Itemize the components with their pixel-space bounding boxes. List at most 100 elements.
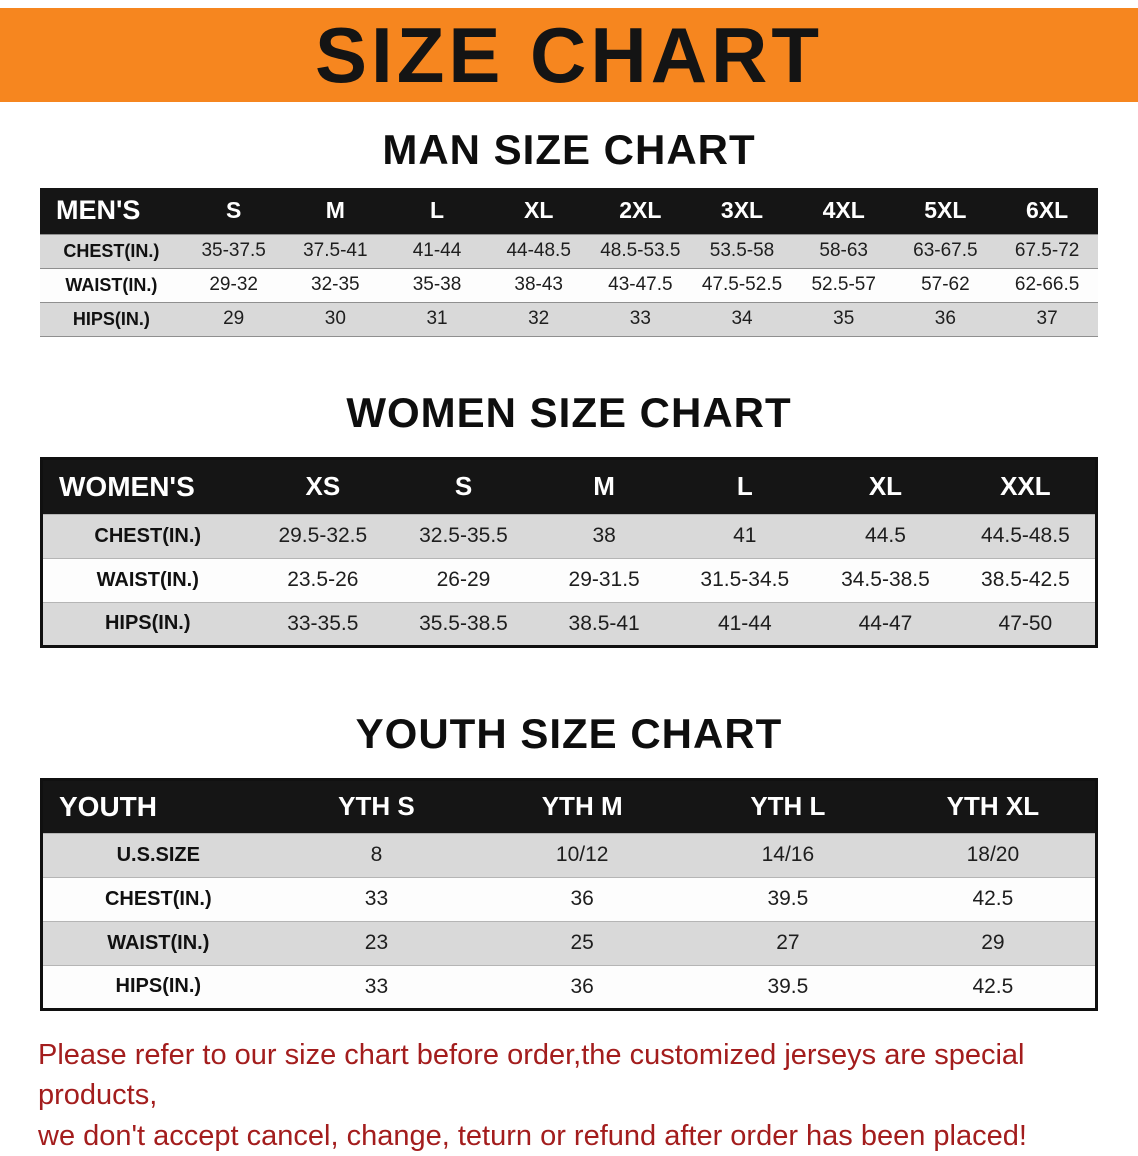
table-title-cell: WOMEN'S — [42, 458, 253, 514]
size-value: 53.5-58 — [691, 234, 793, 268]
table-title-cell: MEN'S — [40, 188, 183, 234]
size-value: 47.5-52.5 — [691, 268, 793, 302]
size-column-header: YTH M — [479, 779, 685, 833]
size-column-header: 2XL — [590, 188, 692, 234]
size-value: 29 — [891, 921, 1097, 965]
size-value: 42.5 — [891, 877, 1097, 921]
size-column-header: M — [285, 188, 387, 234]
size-value: 38.5-42.5 — [956, 558, 1097, 602]
size-column-header: S — [183, 188, 285, 234]
size-value: 34 — [691, 302, 793, 336]
youth-section-heading: YOUTH SIZE CHART — [0, 710, 1138, 758]
size-column-header: YTH S — [274, 779, 480, 833]
size-value: 32-35 — [285, 268, 387, 302]
size-value: 14/16 — [685, 833, 891, 877]
size-value: 26-29 — [393, 558, 534, 602]
size-value: 38 — [534, 514, 675, 558]
size-column-header: 5XL — [895, 188, 997, 234]
size-value: 31.5-34.5 — [674, 558, 815, 602]
row-label: CHEST(IN.) — [42, 877, 274, 921]
size-value: 36 — [479, 877, 685, 921]
size-value: 39.5 — [685, 877, 891, 921]
size-value: 36 — [479, 965, 685, 1009]
size-value: 35 — [793, 302, 895, 336]
size-value: 18/20 — [891, 833, 1097, 877]
size-value: 32 — [488, 302, 590, 336]
size-value: 29-31.5 — [534, 558, 675, 602]
size-value: 39.5 — [685, 965, 891, 1009]
row-label: U.S.SIZE — [42, 833, 274, 877]
size-value: 30 — [285, 302, 387, 336]
disclaimer-line-2: we don't accept cancel, change, teturn o… — [38, 1116, 1100, 1156]
row-label: WAIST(IN.) — [40, 268, 183, 302]
size-value: 43-47.5 — [590, 268, 692, 302]
size-value: 37 — [996, 302, 1098, 336]
size-value: 33 — [274, 965, 480, 1009]
size-value: 29-32 — [183, 268, 285, 302]
size-value: 38-43 — [488, 268, 590, 302]
size-value: 42.5 — [891, 965, 1097, 1009]
size-column-header: 6XL — [996, 188, 1098, 234]
size-value: 63-67.5 — [895, 234, 997, 268]
size-value: 48.5-53.5 — [590, 234, 692, 268]
size-value: 57-62 — [895, 268, 997, 302]
size-column-header: XL — [488, 188, 590, 234]
size-value: 10/12 — [479, 833, 685, 877]
size-value: 62-66.5 — [996, 268, 1098, 302]
size-value: 47-50 — [956, 602, 1097, 646]
size-value: 41-44 — [674, 602, 815, 646]
size-column-header: M — [534, 458, 675, 514]
size-value: 33 — [590, 302, 692, 336]
size-value: 58-63 — [793, 234, 895, 268]
size-value: 29.5-32.5 — [253, 514, 394, 558]
size-chart-banner: SIZE CHART — [0, 8, 1138, 102]
size-value: 29 — [183, 302, 285, 336]
row-label: CHEST(IN.) — [40, 234, 183, 268]
size-value: 23 — [274, 921, 480, 965]
size-column-header: 3XL — [691, 188, 793, 234]
size-value: 41 — [674, 514, 815, 558]
size-value: 52.5-57 — [793, 268, 895, 302]
size-value: 27 — [685, 921, 891, 965]
size-value: 25 — [479, 921, 685, 965]
size-value: 44-47 — [815, 602, 956, 646]
size-value: 31 — [386, 302, 488, 336]
size-chart-page: { "banner": { "title": "SIZE CHART" }, "… — [0, 8, 1138, 1156]
row-label: HIPS(IN.) — [42, 965, 274, 1009]
row-label: HIPS(IN.) — [40, 302, 183, 336]
size-value: 44-48.5 — [488, 234, 590, 268]
size-column-header: L — [386, 188, 488, 234]
row-label: WAIST(IN.) — [42, 921, 274, 965]
size-column-header: YTH XL — [891, 779, 1097, 833]
size-value: 32.5-35.5 — [393, 514, 534, 558]
table-title-cell: YOUTH — [42, 779, 274, 833]
size-value: 8 — [274, 833, 480, 877]
size-value: 36 — [895, 302, 997, 336]
row-label: WAIST(IN.) — [42, 558, 253, 602]
size-value: 44.5 — [815, 514, 956, 558]
size-value: 33-35.5 — [253, 602, 394, 646]
size-column-header: S — [393, 458, 534, 514]
size-column-header: 4XL — [793, 188, 895, 234]
size-value: 23.5-26 — [253, 558, 394, 602]
size-column-header: XS — [253, 458, 394, 514]
size-value: 67.5-72 — [996, 234, 1098, 268]
size-value: 35-37.5 — [183, 234, 285, 268]
